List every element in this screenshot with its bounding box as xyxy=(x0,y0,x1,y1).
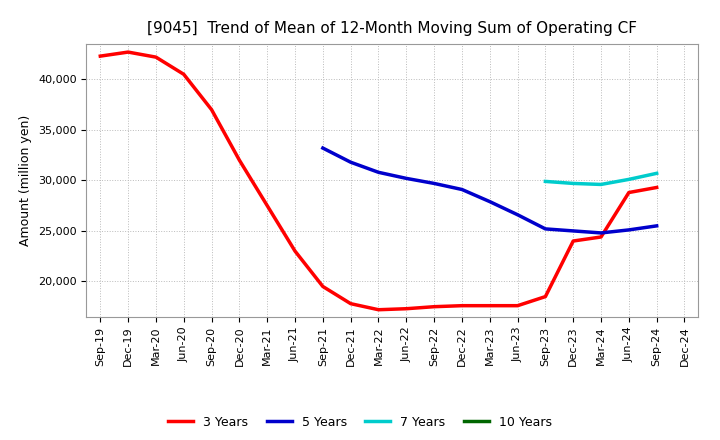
5 Years xyxy=(318,146,327,151)
5 Years xyxy=(485,199,494,204)
3 Years xyxy=(569,238,577,244)
7 Years xyxy=(624,177,633,182)
3 Years xyxy=(96,54,104,59)
3 Years xyxy=(624,190,633,195)
5 Years xyxy=(458,187,467,192)
5 Years xyxy=(624,227,633,233)
5 Years xyxy=(541,226,550,231)
5 Years xyxy=(513,212,522,217)
5 Years xyxy=(430,181,438,186)
7 Years xyxy=(569,181,577,186)
3 Years xyxy=(597,235,606,240)
3 Years xyxy=(513,303,522,308)
7 Years xyxy=(541,179,550,184)
Line: 3 Years: 3 Years xyxy=(100,52,657,310)
3 Years xyxy=(458,303,467,308)
5 Years xyxy=(346,160,355,165)
5 Years xyxy=(402,176,410,181)
3 Years xyxy=(430,304,438,309)
3 Years xyxy=(346,301,355,306)
5 Years xyxy=(569,228,577,234)
5 Years xyxy=(597,230,606,235)
3 Years xyxy=(207,107,216,112)
3 Years xyxy=(402,306,410,312)
3 Years xyxy=(179,72,188,77)
Line: 5 Years: 5 Years xyxy=(323,148,657,233)
3 Years xyxy=(152,55,161,60)
5 Years xyxy=(374,170,383,175)
5 Years xyxy=(652,223,661,228)
Title: [9045]  Trend of Mean of 12-Month Moving Sum of Operating CF: [9045] Trend of Mean of 12-Month Moving … xyxy=(148,21,637,36)
3 Years xyxy=(541,294,550,299)
Line: 7 Years: 7 Years xyxy=(546,173,657,184)
3 Years xyxy=(124,49,132,55)
3 Years xyxy=(485,303,494,308)
3 Years xyxy=(235,158,243,163)
Legend: 3 Years, 5 Years, 7 Years, 10 Years: 3 Years, 5 Years, 7 Years, 10 Years xyxy=(163,411,557,434)
7 Years xyxy=(597,182,606,187)
Y-axis label: Amount (million yen): Amount (million yen) xyxy=(19,115,32,246)
3 Years xyxy=(374,307,383,312)
3 Years xyxy=(263,203,271,208)
7 Years xyxy=(652,171,661,176)
3 Years xyxy=(291,249,300,254)
3 Years xyxy=(318,284,327,289)
3 Years xyxy=(652,185,661,190)
